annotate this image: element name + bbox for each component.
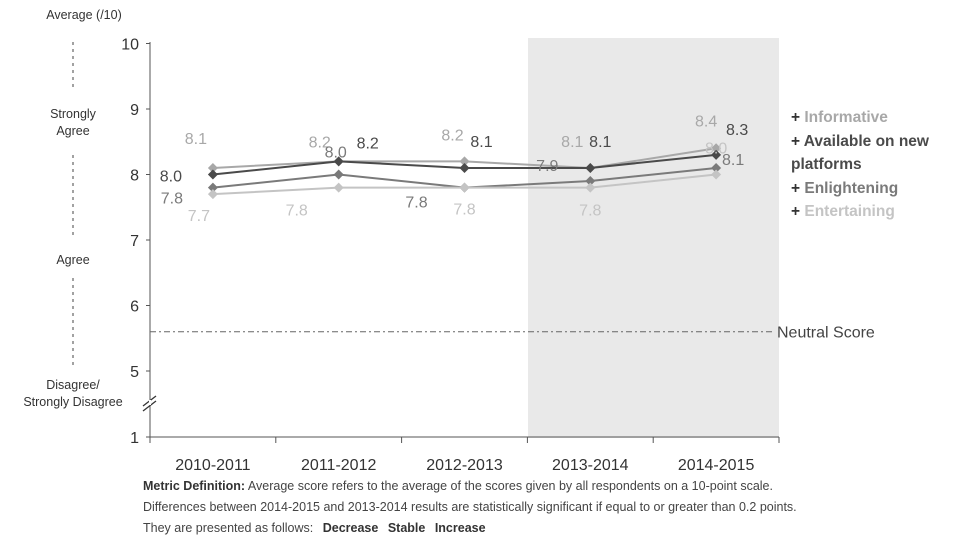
data-point	[585, 176, 596, 187]
neutral-score-line: Neutral Score	[150, 325, 875, 342]
y-tick-label: 5	[130, 364, 139, 381]
data-point	[711, 149, 722, 160]
data-label: 7.8	[579, 203, 601, 220]
data-point	[207, 189, 218, 200]
highlight-region	[528, 38, 779, 438]
presentation-note: They are presented as follows: Decrease …	[143, 518, 797, 539]
legend: + Informative + Available on new platfor…	[791, 106, 953, 224]
legend-label-available: Available on new platforms	[791, 132, 929, 174]
metric-definition: Metric Definition: Average score refers …	[143, 476, 797, 497]
zone-labels: Strongly Agree Agree Disagree/Strongly Disa…	[23, 42, 123, 409]
data-point	[333, 169, 344, 180]
data-point	[459, 182, 470, 193]
data-label: 8.1	[185, 131, 207, 148]
data-point	[207, 169, 218, 180]
axes: 1 5 6 7 8 9 10 2010-2011 2011-2012 2012-2013 2013-…	[46, 8, 780, 470]
stable-key: Stable	[387, 521, 426, 535]
axis-break-mark	[142, 400, 157, 412]
data-label: 8.1	[722, 152, 744, 169]
legend-plus: +	[791, 179, 801, 197]
legend-label-entertaining: Entertaining	[804, 203, 895, 220]
data-label: 7.8	[286, 203, 308, 220]
neutral-label: Neutral Score	[777, 325, 875, 342]
data-label: 7.8	[453, 202, 475, 219]
data-point	[333, 156, 344, 167]
series-group	[207, 143, 722, 200]
legend-label-enlightening: Enlightening	[804, 179, 899, 197]
data-point	[207, 162, 218, 173]
data-point	[711, 169, 722, 180]
y-tick-label: 1	[130, 430, 139, 447]
legend-item-entertaining: + Entertaining	[791, 200, 953, 224]
data-label: 7.8	[405, 195, 427, 212]
x-tick-label: 2013-2014	[552, 457, 629, 470]
data-label: 8.4	[695, 113, 717, 130]
legend-plus: +	[791, 132, 801, 150]
x-tick-label: 2010-2011	[175, 457, 250, 470]
metric-definition-text: Average score refers to the average of t…	[247, 479, 773, 493]
legend-item-enlightening: + Enlightening	[791, 177, 953, 201]
data-label: 8.1	[561, 134, 583, 151]
data-point	[711, 162, 722, 173]
data-label: 8.2	[309, 134, 331, 151]
data-point	[585, 162, 596, 173]
zone-label-disagree: Strongly Disagree	[23, 395, 122, 409]
x-tick-label: 2014-2015	[678, 457, 755, 470]
data-label: 8.0	[325, 145, 347, 162]
legend-item-available: + Available on new platforms	[791, 130, 953, 177]
series-available-on-new-platforms	[207, 149, 722, 180]
metric-definition-label: Metric Definition:	[143, 479, 246, 493]
increase-key: Increase	[434, 521, 486, 535]
y-axis-title: Average (/10)	[46, 8, 122, 22]
zone-label-disagree: Disagree/	[46, 378, 100, 392]
y-tick-label: 8	[130, 168, 139, 185]
zone-label-agree: Agree	[56, 253, 89, 267]
x-tick-label: 2011-2012	[301, 457, 376, 470]
y-tick-label: 7	[130, 233, 139, 250]
x-tick-label: 2012-2013	[426, 457, 503, 470]
zone-label-strongly-agree: Agree	[56, 124, 89, 138]
metric-notes: Metric Definition: Average score refers …	[143, 476, 797, 539]
line-chart: 1 5 6 7 8 9 10 2010-2011 2011-2012 2012-2013 2013-…	[23, 8, 875, 470]
data-labels-group: 8.1 8.2 8.2 8.18.48.08.2 8.1 8.18.37.88.07.87…	[160, 113, 749, 225]
y-tick-label: 10	[121, 37, 139, 54]
data-label: 8.1	[589, 134, 611, 151]
y-tick-label: 6	[130, 299, 139, 316]
significance-note: Differences between 2014-2015 and 2013-2…	[143, 500, 797, 514]
legend-plus: +	[791, 109, 801, 126]
axis-break-marks	[142, 395, 157, 412]
data-label: 7.9	[536, 158, 558, 175]
decrease-key: Decrease	[322, 521, 379, 535]
zone-label-strongly-agree: Strongly	[50, 107, 97, 121]
data-point	[711, 143, 722, 154]
data-label: 8.3	[726, 122, 748, 139]
data-label: 7.8	[161, 191, 183, 208]
legend-plus: +	[791, 203, 801, 220]
data-label: 8.0	[160, 169, 182, 186]
presentation-text: They are presented as follows:	[143, 521, 314, 535]
axis-break-gap	[149, 400, 151, 405]
series-entertaining	[207, 169, 722, 200]
data-point	[459, 162, 470, 173]
data-label: 8.2	[441, 127, 463, 144]
y-tick-label: 9	[130, 102, 139, 119]
data-label: 7.7	[188, 208, 210, 225]
data-point	[585, 182, 596, 193]
data-point	[333, 182, 344, 193]
legend-label-informative: Informative	[804, 109, 888, 126]
data-point	[207, 182, 218, 193]
legend-item-informative: + Informative	[791, 106, 953, 130]
data-label: 8.2	[357, 135, 379, 152]
data-label: 8.0	[705, 141, 727, 158]
data-point	[459, 156, 470, 167]
data-label: 8.1	[470, 134, 492, 151]
